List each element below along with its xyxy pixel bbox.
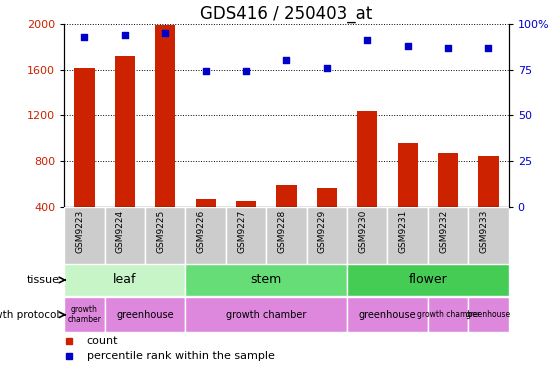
Bar: [276, 185, 297, 207]
Bar: [468, 207, 509, 264]
Point: [363, 37, 372, 43]
Bar: [479, 156, 499, 207]
Bar: [428, 207, 468, 264]
Text: growth
chamber: growth chamber: [68, 305, 101, 325]
Bar: [397, 143, 418, 207]
Text: percentile rank within the sample: percentile rank within the sample: [87, 351, 274, 361]
Bar: [105, 207, 145, 264]
Bar: [468, 297, 509, 332]
Bar: [105, 297, 186, 332]
Text: tissue: tissue: [27, 275, 60, 285]
Bar: [196, 199, 216, 207]
Bar: [307, 207, 347, 264]
Bar: [186, 297, 347, 332]
Text: greenhouse: greenhouse: [116, 310, 174, 320]
Bar: [115, 56, 135, 207]
Text: growth chamber: growth chamber: [226, 310, 306, 320]
Text: greenhouse: greenhouse: [359, 310, 416, 320]
Bar: [186, 207, 226, 264]
Bar: [236, 201, 256, 207]
Bar: [145, 207, 186, 264]
Point: [201, 68, 210, 74]
Bar: [74, 68, 94, 207]
Bar: [387, 207, 428, 264]
Point: [120, 32, 129, 38]
Text: stem: stem: [250, 273, 282, 287]
Title: GDS416 / 250403_at: GDS416 / 250403_at: [200, 4, 373, 22]
Point: [282, 57, 291, 63]
Bar: [438, 153, 458, 207]
Text: GSM9230: GSM9230: [358, 210, 367, 253]
Bar: [64, 207, 105, 264]
Text: greenhouse: greenhouse: [466, 310, 511, 319]
Bar: [347, 207, 387, 264]
Point: [80, 34, 89, 40]
Bar: [357, 111, 377, 207]
Text: leaf: leaf: [113, 273, 136, 287]
Text: flower: flower: [409, 273, 447, 287]
Bar: [64, 264, 186, 296]
Text: growth chamber: growth chamber: [416, 310, 480, 319]
Bar: [266, 207, 307, 264]
Point: [444, 45, 453, 51]
Text: GSM9223: GSM9223: [75, 210, 84, 253]
Bar: [347, 297, 428, 332]
Text: growth protocol: growth protocol: [0, 310, 60, 320]
Bar: [226, 207, 266, 264]
Text: GSM9232: GSM9232: [439, 210, 448, 253]
Point: [161, 30, 170, 36]
Point: [403, 43, 412, 49]
Bar: [428, 297, 468, 332]
Text: GSM9227: GSM9227: [237, 210, 246, 253]
Text: GSM9225: GSM9225: [157, 210, 165, 253]
Bar: [155, 25, 176, 207]
Text: count: count: [87, 336, 118, 346]
Point: [241, 68, 250, 74]
Point: [484, 45, 493, 51]
Text: GSM9226: GSM9226: [197, 210, 206, 253]
Text: GSM9224: GSM9224: [116, 210, 125, 253]
Text: GSM9229: GSM9229: [318, 210, 327, 253]
Bar: [347, 264, 509, 296]
Bar: [317, 188, 337, 207]
Bar: [64, 297, 105, 332]
Text: GSM9228: GSM9228: [277, 210, 287, 253]
Text: GSM9233: GSM9233: [480, 210, 489, 253]
Text: GSM9231: GSM9231: [399, 210, 408, 253]
Bar: [186, 264, 347, 296]
Point: [323, 65, 331, 71]
